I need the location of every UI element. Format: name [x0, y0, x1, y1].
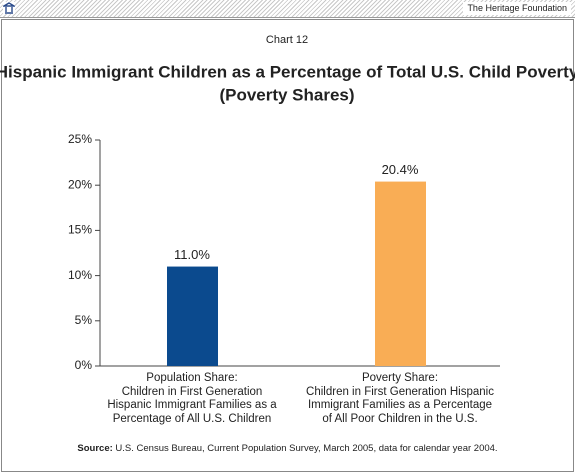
organization: The Heritage Foundation [463, 2, 571, 15]
x-tick-label: Poverty Share: Children in First Generat… [306, 372, 494, 425]
y-tick-label: 10% [68, 268, 92, 282]
value-label: 11.0% [174, 247, 210, 262]
frame [1, 19, 574, 472]
y-tick-label: 5% [75, 313, 93, 327]
y-tick-label: 20% [68, 177, 92, 191]
source-label: Source: [77, 443, 113, 454]
chart-title: Hispanic Immigrant Children as a Percent… [0, 62, 575, 81]
y-tick-label: 15% [68, 223, 92, 237]
header-band [0, 0, 575, 18]
bar [375, 181, 426, 366]
y-tick-label: 0% [75, 358, 93, 372]
chart-label: Chart 12 [266, 34, 308, 46]
value-label: 20.4% [382, 162, 419, 177]
source: Source: U.S. Census Bureau, Current Popu… [0, 443, 575, 454]
bar [167, 266, 218, 366]
y-tick-label: 25% [68, 132, 92, 146]
chart-subtitle: (Poverty Shares) [219, 85, 354, 104]
logo [3, 2, 15, 14]
source-text: U.S. Census Bureau, Current Population S… [115, 443, 498, 454]
x-tick-label: Population Share: Children in First Gene… [107, 372, 277, 425]
